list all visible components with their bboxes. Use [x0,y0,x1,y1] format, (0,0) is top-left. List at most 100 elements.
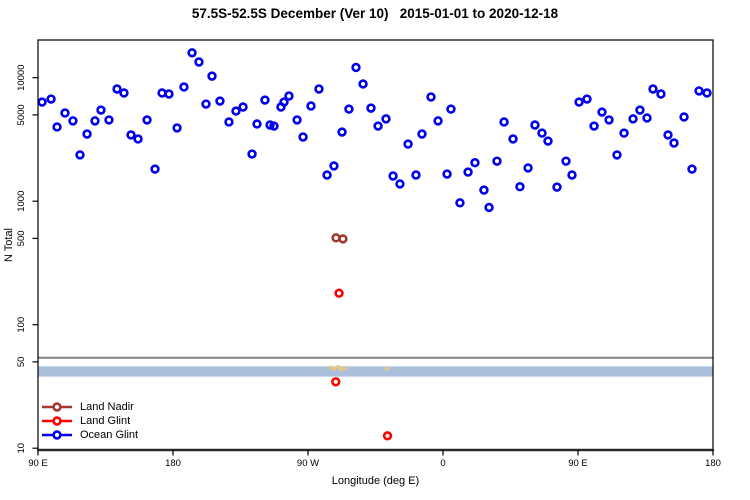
flagged-mark [335,364,341,370]
ocean-glint-point [403,139,413,149]
ocean-glint-point [279,97,289,107]
open-circle-marker-icon [42,430,72,440]
ocean-glint-point [172,123,182,133]
ocean-glint-point [247,149,257,159]
ocean-glint-point [552,182,562,192]
ocean-glint-point [306,101,316,111]
ocean-glint-point [207,71,217,81]
ocean-glint-point [366,103,376,113]
legend: Land Nadir Land Glint Ocean Glint [41,400,138,442]
ocean-glint-point [381,114,391,124]
ocean-glint-point [442,169,452,179]
ocean-glint-point [224,117,234,127]
ocean-glint-point [619,128,629,138]
ocean-glint-point [702,88,712,98]
y-tick-label: 500 [16,230,27,246]
ocean-glint-point [679,112,689,122]
ocean-glint-point [426,92,436,102]
ocean-glint-point [433,116,443,126]
ocean-glint-point [543,136,553,146]
open-circle-marker-icon [42,416,72,426]
y-tick-label: 100 [16,317,27,333]
ocean-glint-point [388,171,398,181]
legend-label: Land Glint [80,415,131,427]
ocean-glint-point [112,84,122,94]
ocean-glint-point [104,115,114,125]
ocean-glint-point [187,48,197,58]
ocean-glint-point [537,128,547,138]
legend-item-land-glint: Land Glint [41,414,138,428]
ocean-glint-point [597,107,607,117]
x-tick-label: 90 W [297,458,319,469]
legend-circle [52,402,62,412]
ocean-glint-point [60,108,70,118]
x-tick-label: 0 [440,458,445,469]
legend-circle [52,430,62,440]
ocean-glint-point [479,185,489,195]
ocean-glint-point [37,97,47,107]
y-tick-label: 5000 [16,104,27,125]
land-glint-point [382,431,393,441]
legend-label: Land Nadir [80,401,134,413]
ocean-glint-point [604,115,614,125]
ocean-glint-point [96,105,106,115]
ocean-glint-point [455,198,465,208]
ocean-glint-point [530,120,540,130]
legend-item-ocean-glint: Ocean Glint [41,428,138,442]
ocean-glint-point [164,89,174,99]
ocean-glint-point [194,57,204,67]
ocean-glint-point [119,88,129,98]
open-circle-marker-icon [42,402,72,412]
ocean-glint-point [150,164,160,174]
ocean-glint-point [508,134,518,144]
ocean-glint-point [561,156,571,166]
ocean-glint-point [82,129,92,139]
x-tick-label: 180 [705,458,721,469]
ocean-glint-point [284,91,294,101]
ocean-glint-point [417,129,427,139]
land-glint-point [334,288,344,298]
ocean-glint-point [75,150,85,160]
ocean-glint-point [492,156,502,166]
ocean-glint-point [463,167,473,177]
ocean-glint-point [46,94,56,104]
land-nadir-point [338,234,348,244]
ocean-glint-point [582,94,592,104]
ocean-glint-point [238,102,248,112]
ocean-glint-point [90,116,100,126]
land-glint-point [331,377,341,387]
ocean-glint-point [260,95,270,105]
legend-circle [52,416,62,426]
y-tick-label: 10000 [16,64,27,90]
ocean-glint-point [642,113,652,123]
ocean-glint-point [314,84,324,94]
y-tick-label: 10 [16,443,27,454]
ocean-glint-point [329,161,339,171]
ocean-glint-point [142,115,152,125]
flagged-mark [331,366,337,371]
ocean-glint-point [126,130,136,140]
x-tick-label: 180 [165,458,181,469]
x-axis-label: Longitude (deg E) [331,475,420,487]
ocean-glint-point [484,202,494,213]
ocean-glint-point [231,106,241,116]
y-axis-label: N Total [3,227,15,263]
ocean-glint-point [215,96,225,106]
y-tick-label: 50 [16,357,27,368]
ocean-glint-point [470,157,480,168]
ocean-glint-point [292,115,302,125]
legend-label: Ocean Glint [80,429,139,441]
ocean-glint-point [635,105,645,115]
ocean-glint-point [523,163,533,173]
ocean-glint-point [687,164,697,174]
ocean-glint-point [663,130,673,140]
highlight-band [38,366,713,377]
ocean-glint-point [298,132,308,142]
ocean-glint-point [515,182,525,192]
ocean-glint-point [322,170,332,180]
ocean-glint-point [656,89,666,99]
ocean-glint-point [612,150,622,160]
ocean-glint-point [179,82,189,92]
ocean-glint-point [669,138,679,148]
